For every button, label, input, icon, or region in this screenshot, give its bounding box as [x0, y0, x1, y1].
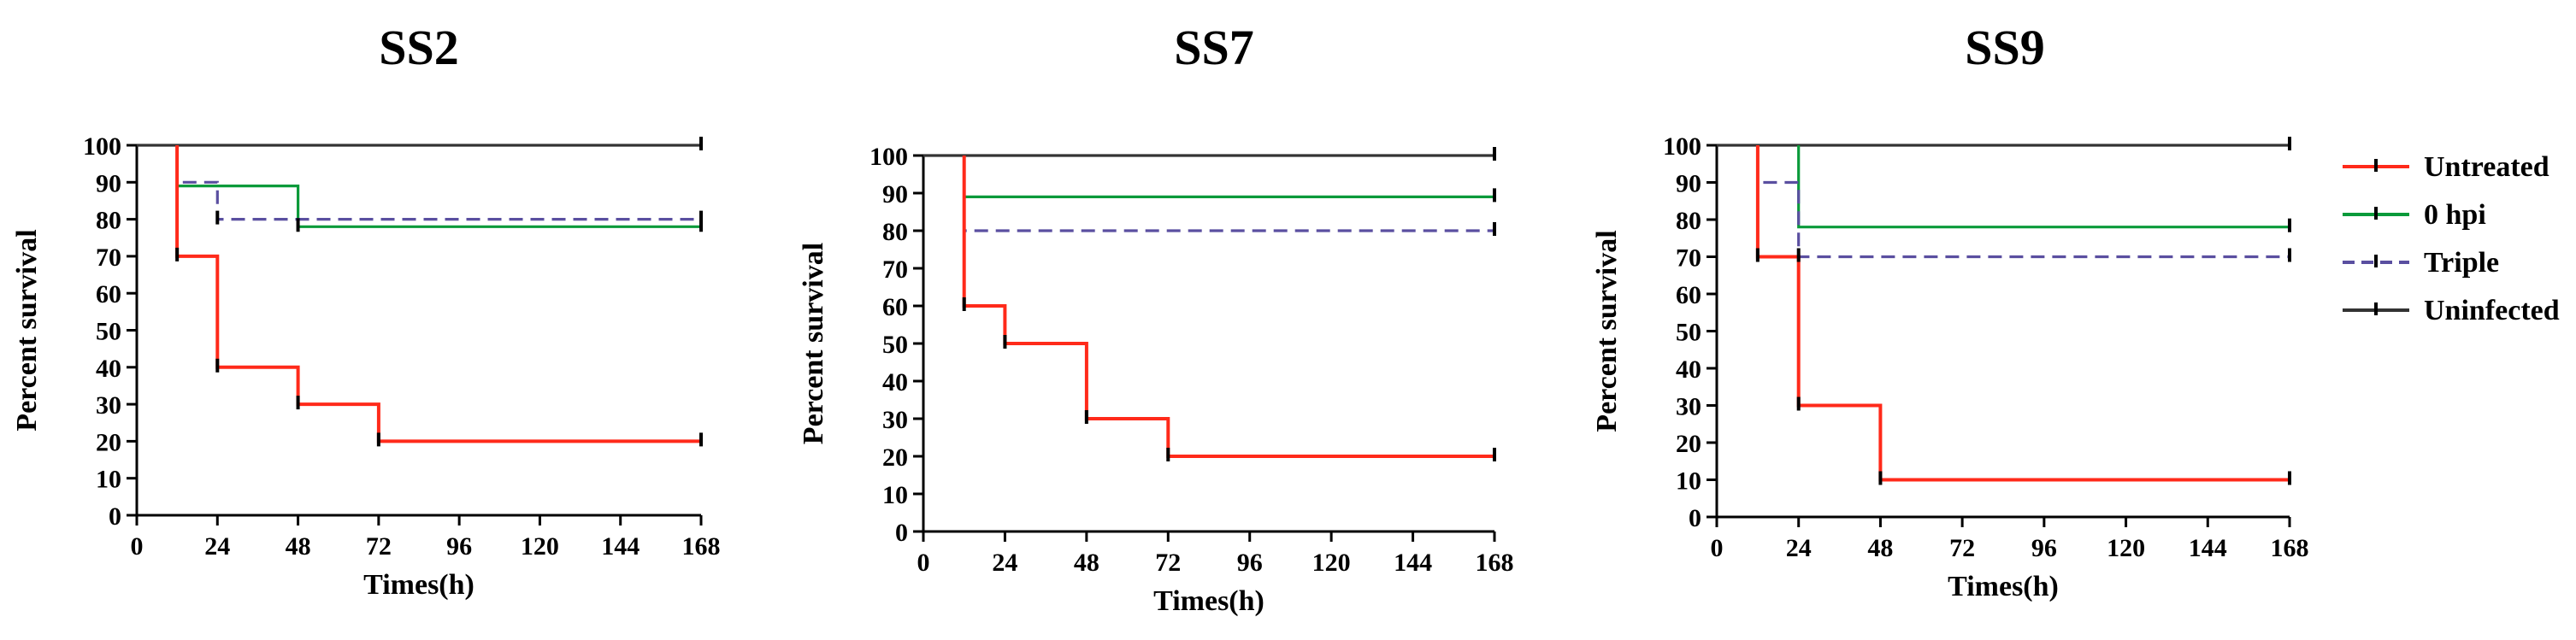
- x-tick-label: 96: [1237, 549, 1263, 577]
- x-axis-label: Times(h): [1948, 571, 2059, 602]
- y-tick-label: 60: [882, 293, 908, 321]
- series-line-untreated: [962, 156, 1494, 458]
- y-tick-label: 0: [109, 502, 121, 531]
- y-tick-label: 10: [96, 466, 121, 494]
- x-tick-label: 144: [1394, 549, 1432, 577]
- y-tick-label: 90: [882, 180, 908, 208]
- legend: Untreated 0 hpi Triple Uninfected: [2343, 151, 2560, 326]
- chart-title: SS2: [379, 20, 459, 75]
- y-tick-label: 20: [96, 428, 121, 456]
- y-tick-label: 70: [96, 244, 121, 272]
- x-tick-label: 0: [131, 532, 144, 561]
- x-tick-label: 144: [2189, 534, 2227, 562]
- y-tick-label: 80: [1676, 207, 1701, 235]
- y-tick-label: 20: [1676, 430, 1701, 458]
- y-tick-label: 80: [882, 218, 908, 246]
- y-tick-label: 80: [96, 207, 121, 235]
- y-tick-label: 0: [895, 519, 908, 547]
- y-tick-label: 10: [882, 481, 908, 509]
- series-line-hpi0: [963, 156, 1494, 198]
- x-tick-label: 144: [601, 532, 640, 561]
- y-tick-label: 30: [882, 406, 908, 434]
- y-tick-label: 90: [96, 169, 121, 197]
- y-tick-label: 40: [882, 368, 908, 396]
- panel-ss9: SS9 0 10 20 30 40 50 60 70 80 90 100 0 24 48 72 96 120 144…: [1591, 20, 2309, 602]
- y-tick-label: 70: [882, 255, 908, 284]
- x-tick-label: 168: [682, 532, 721, 561]
- series-line-untreated: [175, 145, 701, 443]
- y-tick-label: 50: [882, 331, 908, 359]
- legend-label-triple: Triple: [2424, 247, 2499, 279]
- x-tick-label: 168: [1476, 549, 1514, 577]
- x-axis-label: Times(h): [363, 569, 475, 601]
- legend-label-hpi0: 0 hpi: [2424, 199, 2486, 231]
- x-tick-label: 120: [2107, 534, 2145, 562]
- panel-ss7: SS7 0 10 20 30 40 50 60 70 80 90 100 0 24 48 72 96 120 144…: [798, 20, 1514, 617]
- series-line-triple: [1756, 145, 2290, 259]
- y-tick-label: 50: [96, 318, 121, 346]
- y-tick-label: 60: [1676, 281, 1701, 309]
- y-axis-label: Percent survival: [11, 229, 43, 431]
- x-axis-label: Times(h): [1153, 585, 1264, 617]
- y-tick-label: 50: [1676, 319, 1701, 347]
- series-line-triple: [175, 145, 701, 221]
- x-tick-label: 24: [992, 549, 1017, 577]
- series-line-hpi0: [175, 145, 701, 228]
- y-tick-label: 40: [96, 355, 121, 383]
- y-axis-label: Percent survival: [798, 243, 829, 444]
- chart-title: SS7: [1174, 20, 1254, 75]
- y-tick-label: 90: [1676, 170, 1701, 198]
- x-tick-label: 0: [1711, 534, 1724, 562]
- series-line-untreated: [1755, 145, 2290, 482]
- x-tick-label: 48: [1074, 549, 1099, 577]
- y-tick-label: 70: [1676, 244, 1701, 273]
- y-tick-label: 60: [96, 280, 121, 308]
- y-axis-label: Percent survival: [1591, 230, 1623, 432]
- y-tick-label: 30: [96, 391, 121, 420]
- y-tick-label: 30: [1676, 393, 1701, 421]
- x-tick-label: 48: [1867, 534, 1893, 562]
- x-tick-label: 168: [2271, 534, 2309, 562]
- y-tick-label: 100: [83, 132, 121, 161]
- x-tick-label: 120: [521, 532, 559, 561]
- legend-label-uninfected: Uninfected: [2424, 295, 2560, 326]
- x-tick-label: 72: [1949, 534, 1975, 562]
- x-tick-label: 48: [286, 532, 311, 561]
- chart-title: SS9: [1965, 20, 2045, 75]
- x-tick-label: 96: [2031, 534, 2057, 562]
- y-tick-label: 100: [1663, 132, 1701, 161]
- x-tick-label: 0: [917, 549, 930, 577]
- panel-ss2: SS2 0 10 20 30 40 50 60 70 80 90 100 0 24 48 72 96 120 144…: [11, 20, 721, 601]
- y-tick-label: 20: [882, 443, 908, 472]
- y-tick-label: 40: [1676, 355, 1701, 384]
- x-tick-label: 72: [1155, 549, 1181, 577]
- legend-label-untreated: Untreated: [2424, 151, 2549, 183]
- x-tick-label: 72: [366, 532, 392, 561]
- series-line-hpi0: [1797, 145, 2290, 229]
- x-tick-label: 120: [1312, 549, 1351, 577]
- y-tick-label: 100: [869, 143, 908, 171]
- y-tick-label: 10: [1676, 467, 1701, 496]
- y-tick-label: 0: [1689, 504, 1701, 532]
- series-line-triple: [963, 156, 1494, 232]
- x-tick-label: 96: [446, 532, 472, 561]
- x-tick-label: 24: [204, 532, 230, 561]
- x-tick-label: 24: [1786, 534, 1812, 562]
